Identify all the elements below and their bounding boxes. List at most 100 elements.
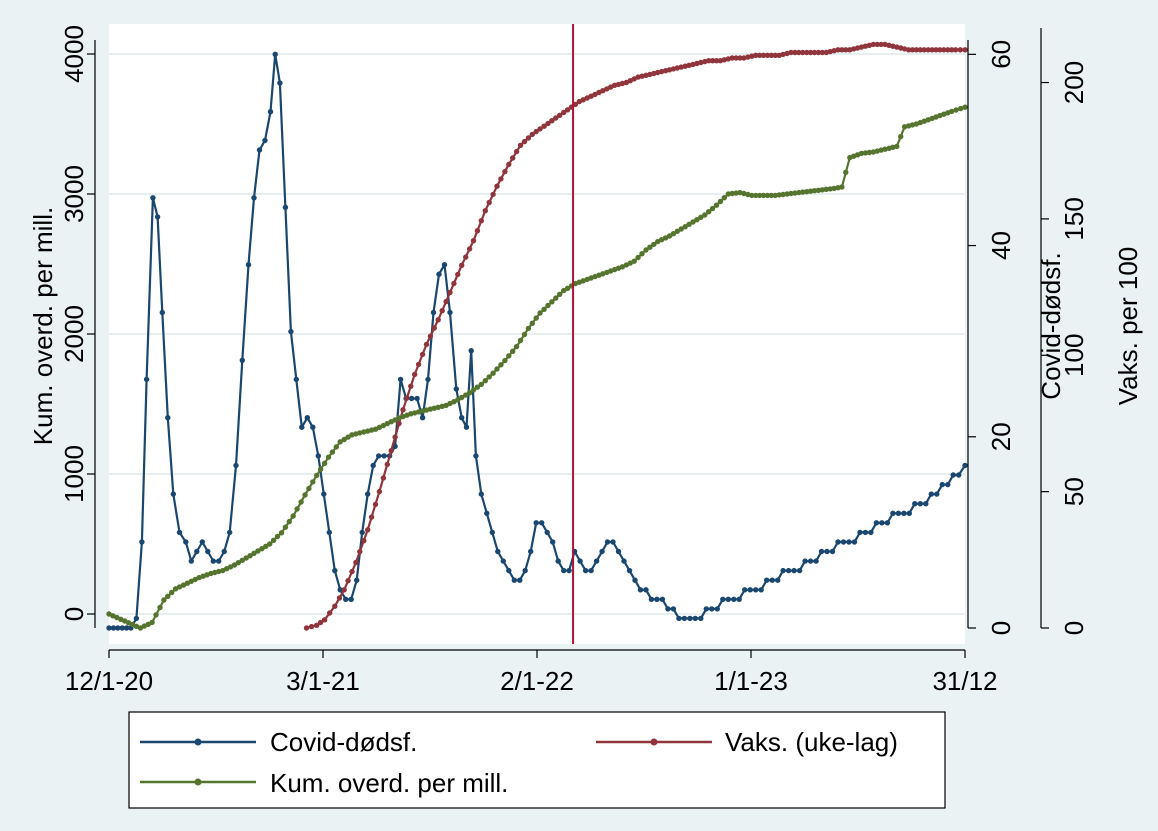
series-2-point [263,543,269,549]
right2-tick-label-3: 150 [1059,197,1089,240]
series-2-point [274,533,281,540]
series-1-point [819,49,825,56]
series-0-point [337,587,343,593]
series-0-point [267,109,274,115]
series-2-point [317,466,324,472]
series-0-point [791,567,797,574]
series-0-point [304,415,310,421]
series-0-point [343,596,349,602]
series-0-point [194,548,200,555]
series-0-point [775,577,781,583]
series-1-point [392,434,398,440]
gridlines [109,53,965,615]
series-0-point [736,596,742,602]
series-0-point [829,548,836,555]
left-axis-title: Kum. overd. per mill. [28,207,58,445]
series-2-point [647,244,653,250]
series-1-point [466,246,473,252]
series-0-point [582,567,589,574]
series-1-point [396,420,402,427]
series-0-point [478,491,484,497]
series-2-point [153,612,159,618]
series-2-point [717,198,724,205]
series-0-point [150,195,156,201]
series-0-point [659,596,666,602]
series-0-point [251,195,257,201]
series-0-point [262,137,268,144]
series-0-point [365,491,371,497]
series-0-point [588,567,594,574]
series-0-point [824,548,830,555]
series-0-point [912,501,918,507]
series-2-point [235,560,241,566]
series-0-point [419,415,426,421]
left-axis: 0 1000 2000 3000 4000 Kum. overd. per mill. [28,25,96,628]
series-1-point [463,254,469,260]
right-axis-2-title: Vaks. per 100 [1113,247,1143,406]
series-0-point [376,453,382,459]
series-1-point [909,47,916,53]
series-0-point [119,625,125,631]
series-1-point [317,619,324,626]
series-0-point [517,577,523,583]
series-0-point [643,587,649,593]
series-1-point [549,118,555,124]
series-0-point [764,577,770,583]
series-1-point [327,610,333,616]
series-2-point [498,362,504,368]
series-0-point [742,587,748,593]
series-1-point [921,47,927,53]
series-1-point [553,115,559,121]
series-2-point [702,212,708,218]
series-1-point [349,568,355,575]
right2-tick-label-4: 200 [1059,61,1089,104]
right1-tick-label-2: 40 [986,231,1016,260]
series-0-point [928,491,934,497]
series-1-point [870,41,876,48]
series-1-point [361,538,367,544]
series-0-point [950,472,956,478]
series-2-point [564,285,571,291]
series-2-point [823,186,829,192]
series-2-point [290,513,296,519]
series-2-point [553,295,559,301]
series-0-point [599,548,605,555]
series-1-point [368,514,375,520]
series-1-point [564,107,571,113]
left-tick-label-3: 3000 [59,165,89,223]
series-0-point [425,376,431,383]
series-1-point [905,47,912,53]
series-1-point [308,623,315,630]
series-2-point [321,460,328,466]
series-0-point [610,539,616,545]
series-1-point [843,47,849,53]
series-1-point [937,47,943,53]
series-2-point [270,537,277,543]
series-0-point [818,548,825,555]
series-1-point [345,578,351,584]
series-0-point [473,453,479,459]
series-1-point [811,49,818,56]
right-axis-2: 0 50 100 150 200 Vaks. per 100 [1040,28,1143,635]
series-0-point [522,567,528,574]
series-0-point [468,348,474,354]
legend: Covid-dødsf. Vaks. (uke-lag) Kum. overd.… [128,711,946,809]
series-2-point [482,378,488,384]
series-2-point [267,541,273,547]
series-2-point [686,221,692,227]
series-0-point [753,587,759,593]
series-0-point [205,548,211,555]
series-1-point [788,49,794,56]
series-2-point [962,104,968,110]
series-1-point [541,123,547,129]
series-1-point [435,317,441,323]
series-0-point [692,615,698,622]
series-0-point [321,491,327,497]
series-1-point [490,191,496,198]
series-2-point [239,557,245,563]
series-0-point [495,548,501,555]
left-tick-label-1: 1000 [59,445,89,503]
series-0-point [430,309,437,316]
series-0-point [441,262,448,268]
series-1-point [733,55,739,61]
